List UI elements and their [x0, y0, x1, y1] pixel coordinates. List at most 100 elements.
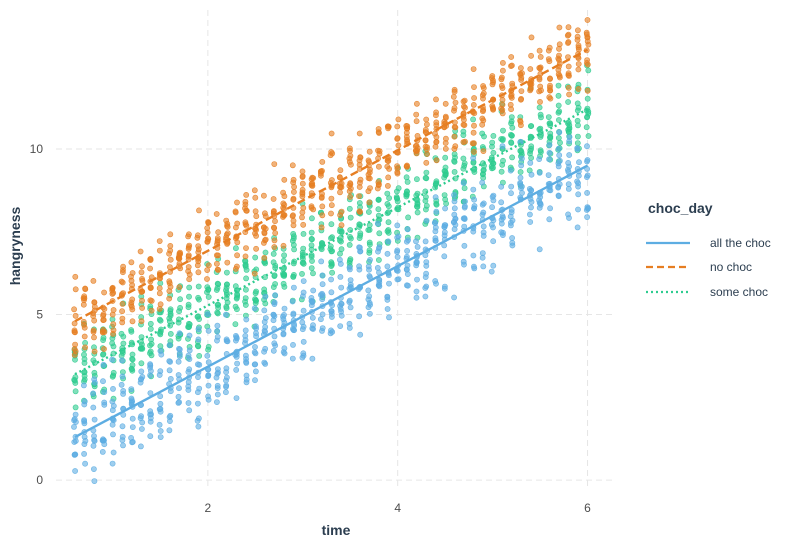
point-all-the-choc — [243, 359, 250, 366]
point-all-the-choc — [452, 215, 459, 222]
point-no-choc — [556, 24, 563, 31]
point-some-choc — [346, 205, 353, 212]
point-no-choc — [156, 247, 163, 254]
point-all-the-choc — [328, 276, 334, 283]
point-some-choc — [518, 147, 524, 154]
point-no-choc — [584, 61, 591, 68]
point-some-choc — [281, 271, 288, 278]
point-some-choc — [72, 404, 79, 411]
point-no-choc — [215, 266, 222, 273]
point-no-choc — [234, 252, 240, 259]
point-no-choc — [442, 135, 449, 142]
point-some-choc — [404, 178, 411, 185]
point-all-the-choc — [262, 345, 269, 352]
point-all-the-choc — [470, 228, 477, 235]
point-no-choc — [575, 86, 582, 92]
point-no-choc — [347, 193, 353, 200]
point-all-the-choc — [508, 206, 515, 213]
point-all-the-choc — [129, 415, 136, 422]
point-all-the-choc — [300, 307, 307, 314]
point-no-choc — [537, 65, 543, 72]
point-all-the-choc — [137, 443, 144, 450]
point-some-choc — [167, 306, 174, 313]
point-all-the-choc — [337, 273, 344, 280]
point-all-the-choc — [555, 193, 562, 200]
point-no-choc — [479, 92, 486, 99]
point-some-choc — [555, 92, 562, 99]
point-no-choc — [272, 230, 279, 236]
point-no-choc — [72, 286, 79, 293]
point-all-the-choc — [555, 184, 562, 191]
point-some-choc — [147, 320, 154, 327]
point-all-the-choc — [451, 192, 457, 198]
point-no-choc — [347, 147, 353, 154]
point-all-the-choc — [167, 388, 174, 395]
point-no-choc — [91, 334, 97, 341]
point-all-the-choc — [584, 189, 590, 196]
point-no-choc — [537, 83, 544, 90]
point-all-the-choc — [290, 341, 296, 348]
point-all-the-choc — [403, 282, 410, 289]
point-some-choc — [423, 175, 430, 182]
point-some-choc — [81, 373, 88, 379]
point-some-choc — [509, 154, 515, 161]
point-all-the-choc — [272, 292, 278, 299]
point-some-choc — [242, 298, 248, 305]
point-no-choc — [100, 326, 107, 333]
point-some-choc — [138, 344, 145, 351]
point-no-choc — [118, 278, 125, 285]
point-no-choc — [498, 105, 505, 112]
point-no-choc — [337, 189, 343, 196]
point-all-the-choc — [519, 189, 525, 196]
point-no-choc — [147, 284, 154, 291]
point-all-the-choc — [337, 323, 344, 329]
point-no-choc — [271, 161, 278, 167]
point-all-the-choc — [291, 322, 297, 329]
point-all-the-choc — [527, 159, 534, 166]
point-some-choc — [528, 123, 534, 129]
point-all-the-choc — [82, 437, 89, 444]
point-all-the-choc — [205, 382, 212, 389]
point-all-the-choc — [194, 417, 201, 424]
point-no-choc — [433, 119, 440, 126]
point-some-choc — [356, 235, 363, 241]
point-no-choc — [272, 218, 278, 225]
point-some-choc — [328, 235, 334, 242]
point-all-the-choc — [556, 152, 563, 159]
point-all-the-choc — [374, 220, 381, 227]
point-no-choc — [91, 317, 98, 324]
point-all-the-choc — [120, 390, 126, 397]
point-no-choc — [110, 321, 117, 328]
point-no-choc — [347, 152, 354, 159]
point-some-choc — [109, 340, 116, 347]
point-no-choc — [471, 84, 477, 90]
point-all-the-choc — [536, 169, 543, 176]
point-some-choc — [480, 167, 487, 173]
point-no-choc — [375, 129, 382, 135]
point-all-the-choc — [480, 229, 487, 236]
point-all-the-choc — [176, 346, 183, 353]
point-no-choc — [91, 348, 98, 355]
point-no-choc — [508, 54, 515, 60]
point-some-choc — [129, 362, 136, 368]
point-no-choc — [508, 63, 514, 69]
point-some-choc — [528, 154, 534, 161]
point-all-the-choc — [584, 214, 590, 220]
point-all-the-choc — [128, 399, 135, 406]
point-no-choc — [470, 66, 477, 72]
point-some-choc — [414, 197, 421, 203]
point-all-the-choc — [128, 386, 135, 392]
point-all-the-choc — [384, 306, 391, 312]
point-no-choc — [423, 146, 430, 153]
point-all-the-choc — [120, 442, 126, 449]
point-all-the-choc — [423, 259, 430, 265]
point-all-the-choc — [204, 311, 211, 317]
point-all-the-choc — [158, 351, 165, 358]
point-all-the-choc — [110, 449, 117, 456]
point-no-choc — [205, 235, 211, 242]
point-all-the-choc — [479, 179, 486, 186]
point-no-choc — [413, 100, 420, 107]
point-all-the-choc — [309, 314, 316, 321]
point-no-choc — [120, 267, 126, 273]
point-all-the-choc — [195, 423, 202, 430]
